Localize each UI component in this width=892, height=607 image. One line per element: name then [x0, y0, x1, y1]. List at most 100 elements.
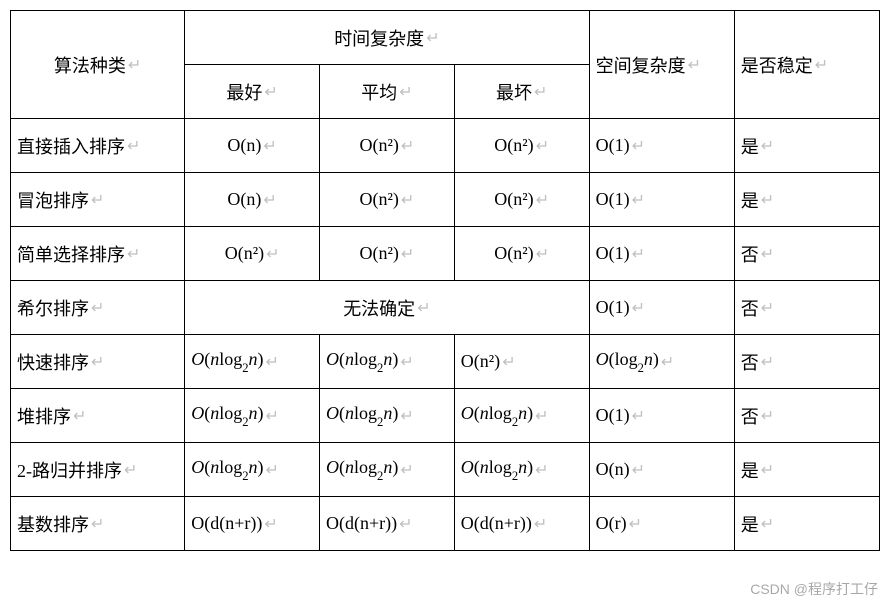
cell-best: O(n)↵: [185, 119, 320, 173]
space-text: O(1): [596, 405, 630, 426]
table-row: 堆排序↵ O(nlog2n)↵ O(nlog2n)↵ O(nlog2n)↵ O(…: [11, 389, 880, 443]
return-icon: ↵: [399, 514, 412, 534]
cell-space: O(1)↵: [589, 173, 734, 227]
return-icon: ↵: [266, 244, 279, 264]
return-icon: ↵: [761, 136, 774, 156]
header-avg-text: 平均: [361, 79, 397, 105]
return-icon: ↵: [426, 28, 439, 48]
cell-stable: 否↵: [734, 335, 879, 389]
return-icon: ↵: [534, 514, 547, 534]
return-icon: ↵: [536, 136, 549, 156]
cell-worst: O(nlog2n)↵: [454, 443, 589, 497]
stable-text: 是: [741, 187, 759, 213]
return-icon: ↵: [400, 406, 413, 426]
cell-worst: O(n²)↵: [454, 119, 589, 173]
header-best: 最好↵: [185, 65, 320, 119]
cell-avg: O(d(n+r))↵: [320, 497, 455, 551]
algo-text: 希尔排序: [17, 295, 89, 321]
merged-text: 无法确定: [343, 295, 415, 321]
algo-text: 2-路归并排序: [17, 457, 122, 483]
cell-best: O(n²)↵: [185, 227, 320, 281]
return-icon: ↵: [401, 136, 414, 156]
cell-avg: O(n²)↵: [320, 173, 455, 227]
worst-text: O(n²): [461, 351, 500, 372]
return-icon: ↵: [632, 406, 645, 426]
cell-stable: 是↵: [734, 443, 879, 497]
cell-stable: 是↵: [734, 497, 879, 551]
return-icon: ↵: [761, 298, 774, 318]
return-icon: ↵: [761, 514, 774, 534]
math-nlog2n: O(nlog2n): [191, 403, 263, 428]
return-icon: ↵: [127, 136, 140, 156]
table-row: 2-路归并排序↵ O(nlog2n)↵ O(nlog2n)↵ O(nlog2n)…: [11, 443, 880, 497]
space-text: O(n): [596, 459, 630, 480]
cell-best: O(n)↵: [185, 173, 320, 227]
header-stable: 是否稳定↵: [734, 11, 879, 119]
return-icon: ↵: [91, 298, 104, 318]
cell-best: O(nlog2n)↵: [185, 443, 320, 497]
cell-merged: 无法确定↵: [185, 281, 589, 335]
header-space: 空间复杂度↵: [589, 11, 734, 119]
space-text: O(1): [596, 297, 630, 318]
header-time-text: 时间复杂度: [334, 25, 424, 51]
cell-avg: O(nlog2n)↵: [320, 335, 455, 389]
best-text: O(n²): [225, 243, 264, 264]
stable-text: 否: [741, 349, 759, 375]
cell-stable: 否↵: [734, 227, 879, 281]
header-algo-text: 算法种类: [54, 52, 126, 78]
watermark-text: CSDN @程序打工仔: [750, 581, 878, 597]
return-icon: ↵: [688, 55, 701, 75]
return-icon: ↵: [632, 460, 645, 480]
cell-best: O(nlog2n)↵: [185, 335, 320, 389]
math-nlog2n: O(nlog2n): [326, 457, 398, 482]
return-icon: ↵: [535, 406, 548, 426]
cell-algo: 冒泡排序↵: [11, 173, 185, 227]
best-text: O(n): [227, 135, 261, 156]
watermark: CSDN @程序打工仔: [750, 579, 878, 599]
header-algo: 算法种类↵: [11, 11, 185, 119]
table-row: 快速排序↵ O(nlog2n)↵ O(nlog2n)↵ O(n²)↵ O(log…: [11, 335, 880, 389]
cell-algo: 希尔排序↵: [11, 281, 185, 335]
return-icon: ↵: [73, 406, 86, 426]
avg-text: O(d(n+r)): [326, 513, 397, 534]
cell-algo: 基数排序↵: [11, 497, 185, 551]
return-icon: ↵: [761, 244, 774, 264]
table-row: 简单选择排序↵ O(n²)↵ O(n²)↵ O(n²)↵ O(1)↵ 否↵: [11, 227, 880, 281]
return-icon: ↵: [263, 136, 276, 156]
math-nlog2n: O(nlog2n): [191, 457, 263, 482]
cell-space: O(1)↵: [589, 281, 734, 335]
cell-avg: O(n²)↵: [320, 119, 455, 173]
return-icon: ↵: [502, 352, 515, 372]
header-worst: 最坏↵: [454, 65, 589, 119]
return-icon: ↵: [417, 298, 430, 318]
worst-text: O(n²): [494, 243, 533, 264]
cell-space: O(1)↵: [589, 119, 734, 173]
return-icon: ↵: [761, 406, 774, 426]
cell-space: O(1)↵: [589, 227, 734, 281]
return-icon: ↵: [761, 460, 774, 480]
cell-stable: 是↵: [734, 119, 879, 173]
return-icon: ↵: [632, 244, 645, 264]
return-icon: ↵: [536, 244, 549, 264]
header-stable-text: 是否稳定: [741, 52, 813, 78]
return-icon: ↵: [815, 55, 828, 75]
return-icon: ↵: [535, 460, 548, 480]
return-icon: ↵: [632, 298, 645, 318]
return-icon: ↵: [124, 460, 137, 480]
return-icon: ↵: [401, 244, 414, 264]
worst-text: O(d(n+r)): [461, 513, 532, 534]
worst-text: O(n²): [494, 189, 533, 210]
return-icon: ↵: [629, 514, 642, 534]
math-nlog2n: O(nlog2n): [326, 349, 398, 374]
return-icon: ↵: [127, 244, 140, 264]
cell-stable: 否↵: [734, 389, 879, 443]
cell-space: O(log2n)↵: [589, 335, 734, 389]
cell-best: O(nlog2n)↵: [185, 389, 320, 443]
cell-worst: O(d(n+r))↵: [454, 497, 589, 551]
return-icon: ↵: [266, 460, 279, 480]
cell-space: O(r)↵: [589, 497, 734, 551]
header-best-text: 最好: [226, 79, 262, 105]
return-icon: ↵: [263, 190, 276, 210]
return-icon: ↵: [632, 190, 645, 210]
space-text: O(1): [596, 135, 630, 156]
